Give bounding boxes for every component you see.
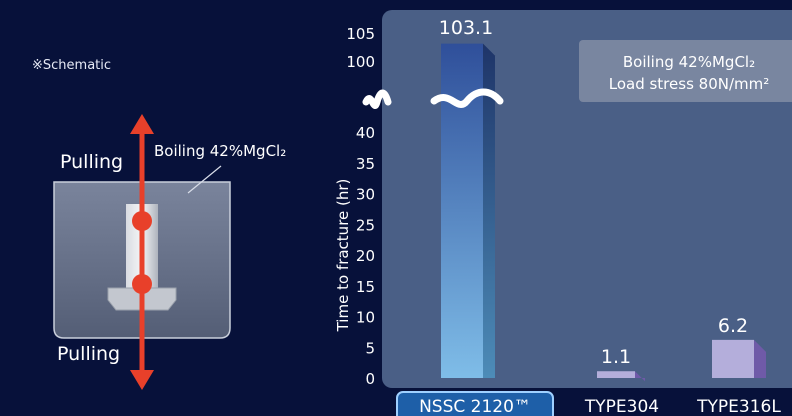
schematic-diagram	[53, 114, 231, 390]
y-tick-label: 25	[356, 216, 375, 234]
conditions-annotation: Boiling 42%MgCl₂ Load stress 80N/mm²	[579, 40, 792, 102]
category-label: TYPE316L	[696, 397, 781, 416]
y-tick-label: 20	[356, 247, 375, 265]
y-axis-label: Time to fracture (hr)	[334, 179, 352, 333]
bar: 103.1	[439, 17, 495, 378]
y-tick-label: 15	[356, 278, 375, 296]
category-label: TYPE304	[584, 397, 659, 416]
axis-break-marker	[362, 89, 392, 109]
bath-label-leader	[187, 165, 222, 194]
annotation-box	[579, 40, 792, 102]
y-tick-label: 5	[365, 339, 375, 357]
schematic-note: ※Schematic	[32, 58, 112, 73]
highlight-label-box	[396, 391, 554, 416]
y-tick-label: 10	[356, 309, 375, 327]
y-tick-label: 30	[356, 186, 375, 204]
y-tick-label: 105	[346, 25, 375, 43]
pulling-label-top: Pulling	[60, 151, 124, 173]
pulling-label-bottom: Pulling	[57, 343, 121, 365]
bar-side	[754, 339, 766, 378]
y-tick-label: 0	[365, 370, 375, 388]
category-label: NSSC 2120™	[419, 397, 531, 416]
data-label: 103.1	[439, 17, 493, 39]
bar-face	[712, 339, 754, 378]
bar-side	[635, 371, 645, 382]
annotation-line-1: Boiling 42%MgCl₂	[623, 53, 755, 71]
annotation-line-2: Load stress 80N/mm²	[609, 75, 770, 93]
bath-label: Boiling 42%MgCl₂	[154, 142, 287, 160]
y-tick-label: 35	[356, 155, 375, 173]
grip-point-lower	[132, 274, 152, 294]
bar-face	[597, 371, 635, 378]
data-label: 6.2	[718, 315, 748, 337]
bar-break-marker	[430, 88, 504, 108]
y-tick-label: 40	[356, 124, 375, 142]
bar-side	[483, 43, 495, 378]
bar: 6.2	[712, 315, 766, 378]
grip-point-upper	[132, 211, 152, 231]
arrow-down-icon	[130, 370, 154, 390]
arrow-up-icon	[130, 114, 154, 134]
bar: 1.1	[597, 346, 645, 382]
data-label: 1.1	[601, 346, 631, 368]
y-tick-label: 100	[346, 53, 375, 71]
